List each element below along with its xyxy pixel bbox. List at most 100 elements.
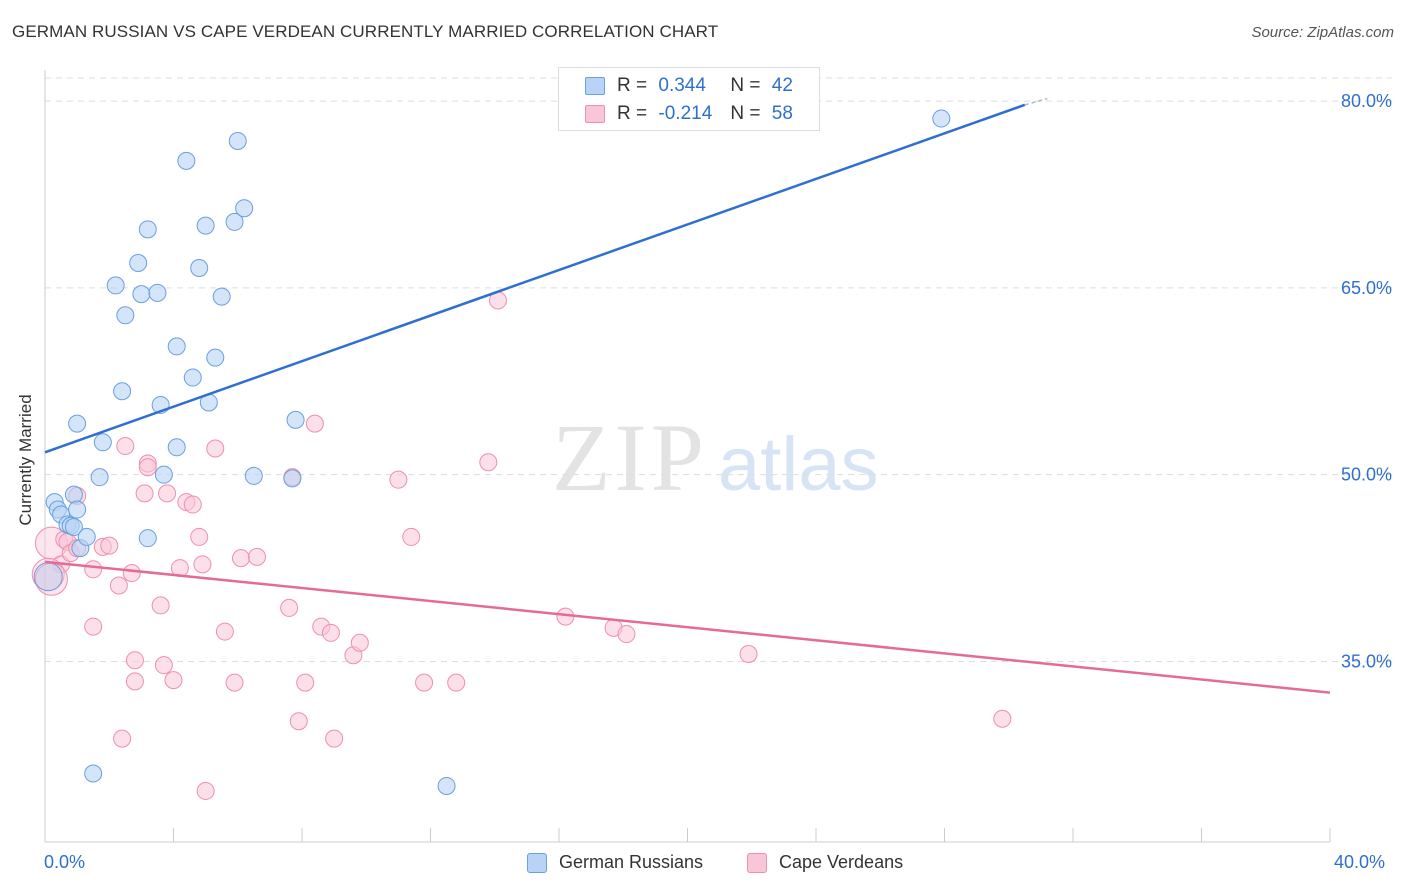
cape-verdean-point [231, 549, 250, 568]
n-label: N = [730, 75, 761, 96]
y-tick-label: 65.0% [1341, 278, 1392, 298]
german-russian-point [206, 348, 225, 367]
y-tick-label: 35.0% [1341, 651, 1392, 671]
cape-verdean-point [116, 437, 135, 456]
cape-verdean-point [190, 527, 209, 546]
cape-verdean-point [84, 617, 103, 636]
cape-verdean-point [280, 598, 299, 617]
x-tick-label-max: 40.0% [1334, 852, 1386, 872]
german-russians-trend-extension [1024, 97, 1048, 106]
n-value: 58 [771, 103, 793, 124]
german-russian-point [437, 776, 456, 795]
german-russian-point [167, 438, 186, 457]
german-russians-trend-line [44, 103, 1026, 454]
german-russian-point [90, 468, 109, 487]
cape-verdean-point [389, 470, 408, 489]
cape-verdeans-legend-swatch [747, 852, 767, 873]
cape-verdean-point [125, 672, 144, 691]
cape-verdean-point [164, 671, 183, 690]
cape-verdean-point [447, 673, 466, 692]
cape-verdean-point [154, 656, 173, 675]
cape-verdean-point [993, 709, 1012, 728]
watermark-atlas: atlas [718, 422, 879, 507]
cape-verdean-point [350, 633, 369, 652]
german-russian-point [93, 433, 112, 452]
german-russians-swatch [585, 77, 605, 95]
german-russian-point [138, 529, 157, 548]
cape-verdean-point [183, 495, 202, 514]
y-tick-label: 50.0% [1341, 465, 1392, 485]
german-russian-point [113, 382, 132, 401]
legend-label: German Russians [559, 852, 704, 872]
x-tick-label-min: 0.0% [44, 852, 86, 872]
n-value: 42 [771, 75, 793, 96]
y-tick-label: 80.0% [1341, 91, 1392, 111]
r-label: R = [617, 75, 648, 96]
german-russian-point [64, 485, 83, 504]
chart-title: GERMAN RUSSIAN VS CAPE VERDEAN CURRENTLY… [12, 22, 719, 41]
legend-item-cape-verdeans[interactable]: Cape Verdeans [747, 852, 903, 873]
correlation-legend: R = 0.344 N = 42 R = -0.214 N = 58 [558, 67, 820, 131]
cape-verdean-point [206, 439, 225, 458]
cape-verdean-point [321, 623, 340, 642]
cape-verdean-point [113, 729, 132, 748]
cape-verdean-point [215, 622, 234, 641]
cape-verdean-point [617, 625, 636, 644]
german-russian-point [84, 764, 103, 783]
legend-label: Cape Verdeans [779, 852, 904, 872]
legend-item-german-russians[interactable]: German Russians [527, 852, 703, 873]
german-russian-point [286, 410, 305, 429]
cape-verdean-point [479, 453, 498, 472]
german-russian-point [167, 337, 186, 356]
cape-verdean-point [151, 596, 170, 615]
watermark: ZIP atlas [552, 404, 879, 511]
cape-verdean-point [135, 484, 154, 503]
german-russian-point [196, 216, 215, 235]
cape-verdeans-trend-line [44, 560, 1331, 694]
cape-verdean-point [402, 527, 421, 546]
german-russians-points [33, 109, 951, 795]
german-russian-point [183, 368, 202, 387]
german-russian-point [212, 287, 231, 306]
cape-verdean-point [125, 651, 144, 670]
cape-verdean-point [325, 729, 344, 748]
cape-verdean-point [138, 458, 157, 477]
german-russian-point [132, 285, 151, 304]
r-value: -0.214 [658, 103, 713, 124]
cape-verdean-point [122, 564, 141, 583]
cape-verdean-point [415, 673, 434, 692]
chart-source: Source: ZipAtlas.com [1251, 24, 1394, 41]
cape-verdean-point [158, 484, 177, 503]
german-russian-point [177, 151, 196, 170]
legend-row-cape-verdeans: R = -0.214 N = 58 [585, 102, 793, 126]
cape-verdean-point [739, 644, 758, 663]
german-russian-point [244, 466, 263, 485]
german-russian-point [64, 517, 83, 536]
n-label: N = [730, 103, 761, 124]
cape-verdean-point [100, 536, 119, 555]
series-legend: German Russians Cape Verdeans [0, 852, 1406, 878]
german-russian-point [235, 199, 254, 218]
r-value: 0.344 [658, 75, 706, 96]
cape-verdean-point [193, 555, 212, 574]
legend-row-german-russians: R = 0.344 N = 42 [585, 74, 793, 98]
watermark-zip: ZIP [552, 404, 708, 511]
gridlines [45, 77, 1392, 662]
german-russian-point [190, 258, 209, 277]
german-russian-point [932, 109, 951, 128]
r-label: R = [617, 103, 648, 124]
german-russian-point [138, 220, 157, 239]
german-russian-point [283, 469, 302, 488]
german-russian-point [154, 465, 173, 484]
german-russian-point [77, 527, 96, 546]
german-russian-point [225, 212, 244, 231]
cape-verdean-point [84, 560, 103, 579]
cape-verdean-point [289, 712, 308, 731]
german-russian-point [33, 562, 63, 592]
trend-lines [44, 97, 1331, 694]
german-russian-point [129, 254, 148, 272]
cape-verdean-point [296, 673, 315, 692]
cape-verdeans-swatch [585, 105, 605, 123]
axes [44, 70, 1331, 843]
